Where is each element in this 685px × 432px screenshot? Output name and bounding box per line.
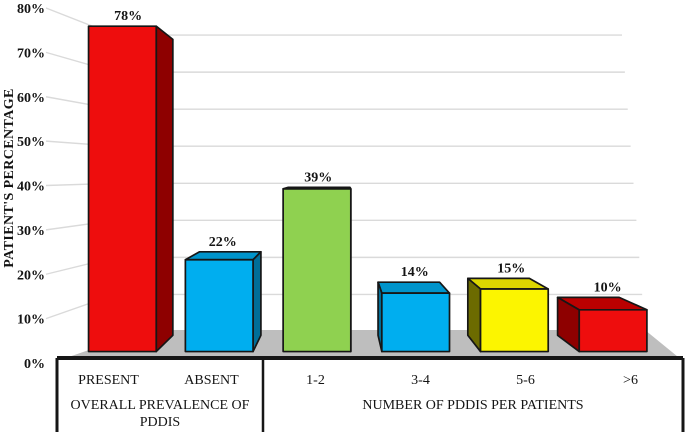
- y-tick-label: 80%: [17, 2, 45, 17]
- bar-top-absent: [184, 250, 262, 261]
- y-tick-label: 30%: [17, 224, 45, 239]
- bar-present: [87, 25, 158, 353]
- y-tick-label: 70%: [17, 46, 45, 61]
- category-box: [57, 358, 683, 432]
- y-tick-label: 0%: [24, 357, 45, 372]
- y-tick-label: 40%: [17, 180, 45, 195]
- category-label-absent: ABSENT: [184, 373, 239, 388]
- category-axis-layer: PRESENT ABSENT 1-2 3-4 5-6 >6 OVERALL PREVALEN…: [55, 356, 685, 432]
- category-label--6: >6: [623, 373, 638, 388]
- y-tick-label: 50%: [17, 135, 45, 150]
- y-axis-title: PATIENT'S PERCENTAGE: [2, 88, 17, 268]
- data-label-absent: 22%: [209, 235, 237, 250]
- group-label-1: NUMBER OF PDDIS PER PATIENTS: [362, 398, 583, 413]
- y-tick-label: 20%: [17, 268, 45, 283]
- y-axis-layer: 0% 10% 20% 30% 40% 50% 60% 70% 80%: [17, 2, 45, 372]
- data-label--6: 10%: [594, 280, 622, 295]
- category-label-5-6: 5-6: [516, 373, 535, 388]
- data-label-present: 78%: [114, 9, 142, 24]
- data-label-1-2: 39%: [304, 170, 332, 185]
- data-labels-layer: 78% 22% 39% 14% 15% 10%: [114, 9, 622, 295]
- bar-absent: [184, 258, 254, 353]
- data-label-3-4: 14%: [401, 265, 429, 280]
- bar-5-6: [479, 288, 550, 353]
- bar-side-absent: [252, 250, 262, 353]
- category-label-3-4: 3-4: [411, 373, 430, 388]
- bar-top-3-4: [377, 281, 451, 294]
- data-label-5-6: 15%: [497, 261, 525, 276]
- group-label-0: OVERALL PREVALENCE OF: [71, 398, 250, 413]
- bar-1-2: [282, 188, 352, 353]
- bar-3-4: [380, 292, 451, 353]
- bars-layer: [87, 25, 648, 353]
- y-tick-label: 60%: [17, 91, 45, 106]
- category-label-present: PRESENT: [78, 373, 139, 388]
- category-label-1-2: 1-2: [306, 373, 325, 388]
- group-label-0: PDDIS: [140, 415, 180, 430]
- bar-side-present: [155, 25, 174, 353]
- y-tick-label: 10%: [17, 313, 45, 328]
- bar--6: [578, 308, 648, 353]
